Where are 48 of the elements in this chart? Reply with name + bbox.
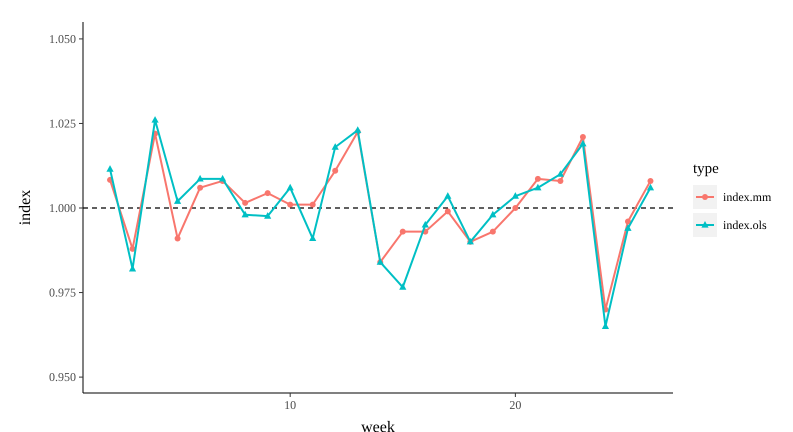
point — [512, 205, 518, 212]
point — [624, 218, 631, 225]
x-tick-label: 10 — [284, 398, 296, 412]
y-tick-label: 0.975 — [49, 286, 76, 300]
point — [106, 165, 114, 172]
point — [646, 184, 654, 190]
point — [512, 192, 519, 199]
point — [444, 208, 451, 214]
point — [332, 143, 339, 150]
point — [310, 202, 316, 208]
point — [174, 197, 182, 204]
point — [354, 126, 362, 133]
point — [197, 184, 204, 191]
point — [196, 174, 204, 182]
x-axis-title: week — [361, 419, 395, 432]
legend-label: index.ols — [723, 218, 767, 232]
point — [264, 190, 271, 196]
point — [286, 184, 294, 190]
point — [332, 168, 338, 174]
point — [556, 170, 564, 177]
point — [557, 178, 564, 184]
point — [219, 174, 226, 182]
y-tick-label: 0.950 — [49, 370, 76, 384]
point — [534, 176, 541, 182]
point — [580, 134, 586, 140]
point — [242, 210, 249, 218]
point — [647, 178, 654, 184]
point — [624, 224, 632, 231]
legend-title: type — [693, 161, 720, 177]
y-tick-label: 1.050 — [49, 32, 76, 46]
legend-label: index.mm — [723, 190, 772, 204]
point — [151, 116, 159, 123]
point — [579, 140, 587, 146]
point — [399, 283, 406, 290]
point — [242, 200, 248, 206]
point — [264, 212, 272, 219]
point — [534, 184, 542, 190]
point — [489, 210, 496, 218]
point — [422, 220, 429, 228]
y-tick-label: 1.000 — [49, 201, 76, 216]
y-tick-label: 1.025 — [49, 116, 76, 130]
y-axis-title: index — [17, 190, 34, 226]
point — [490, 228, 496, 235]
point — [444, 192, 452, 199]
point — [309, 234, 316, 242]
point — [287, 202, 294, 208]
x-tick-label: 20 — [509, 398, 522, 412]
point — [400, 228, 406, 235]
